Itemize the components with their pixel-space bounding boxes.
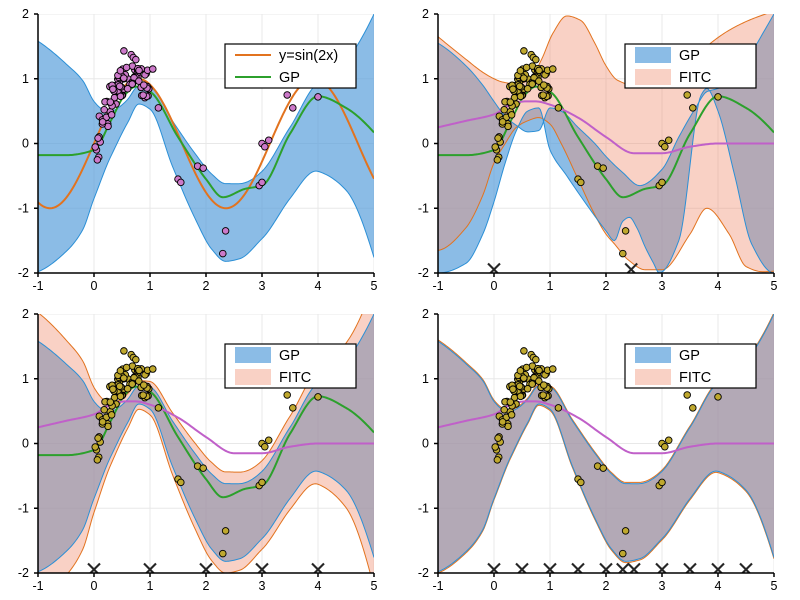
svg-text:5: 5 — [771, 279, 778, 293]
svg-text:y=sin(2x): y=sin(2x) — [279, 48, 338, 64]
svg-text:1: 1 — [547, 579, 554, 593]
svg-text:GP: GP — [279, 348, 300, 364]
svg-text:-1: -1 — [418, 501, 429, 515]
svg-text:1: 1 — [422, 372, 429, 386]
svg-text:2: 2 — [422, 7, 429, 21]
svg-text:3: 3 — [259, 279, 266, 293]
svg-text:2: 2 — [22, 7, 29, 21]
svg-text:1: 1 — [147, 579, 154, 593]
svg-text:5: 5 — [371, 579, 378, 593]
svg-text:GP: GP — [679, 348, 700, 364]
svg-text:0: 0 — [22, 137, 29, 151]
svg-text:2: 2 — [603, 279, 610, 293]
svg-text:2: 2 — [203, 279, 210, 293]
svg-text:-2: -2 — [418, 566, 429, 580]
svg-text:FITC: FITC — [679, 70, 711, 86]
svg-text:3: 3 — [659, 279, 666, 293]
svg-text:-2: -2 — [418, 266, 429, 280]
svg-text:5: 5 — [771, 579, 778, 593]
svg-text:2: 2 — [603, 579, 610, 593]
svg-text:FITC: FITC — [279, 370, 311, 386]
svg-text:1: 1 — [22, 72, 29, 86]
svg-text:GP: GP — [279, 70, 300, 86]
svg-text:-1: -1 — [32, 279, 43, 293]
svg-text:-2: -2 — [18, 266, 29, 280]
svg-text:-1: -1 — [418, 201, 429, 215]
svg-text:-1: -1 — [32, 579, 43, 593]
svg-text:1: 1 — [547, 279, 554, 293]
svg-text:-1: -1 — [18, 501, 29, 515]
svg-text:0: 0 — [491, 279, 498, 293]
svg-text:GP: GP — [679, 48, 700, 64]
svg-text:3: 3 — [659, 579, 666, 593]
svg-text:4: 4 — [315, 579, 322, 593]
svg-text:2: 2 — [203, 579, 210, 593]
svg-text:5: 5 — [371, 279, 378, 293]
svg-text:-2: -2 — [18, 566, 29, 580]
svg-text:4: 4 — [715, 579, 722, 593]
svg-text:1: 1 — [422, 72, 429, 86]
svg-text:1: 1 — [147, 279, 154, 293]
svg-text:1: 1 — [22, 372, 29, 386]
svg-text:4: 4 — [315, 279, 322, 293]
svg-text:0: 0 — [91, 279, 98, 293]
svg-text:0: 0 — [422, 437, 429, 451]
svg-text:3: 3 — [259, 579, 266, 593]
svg-text:-1: -1 — [432, 579, 443, 593]
svg-text:-1: -1 — [18, 201, 29, 215]
svg-text:4: 4 — [715, 279, 722, 293]
svg-text:-1: -1 — [432, 279, 443, 293]
svg-text:0: 0 — [491, 579, 498, 593]
svg-text:2: 2 — [22, 307, 29, 321]
svg-text:0: 0 — [22, 437, 29, 451]
svg-text:FITC: FITC — [679, 370, 711, 386]
svg-text:0: 0 — [422, 137, 429, 151]
svg-text:0: 0 — [91, 579, 98, 593]
svg-text:2: 2 — [422, 307, 429, 321]
